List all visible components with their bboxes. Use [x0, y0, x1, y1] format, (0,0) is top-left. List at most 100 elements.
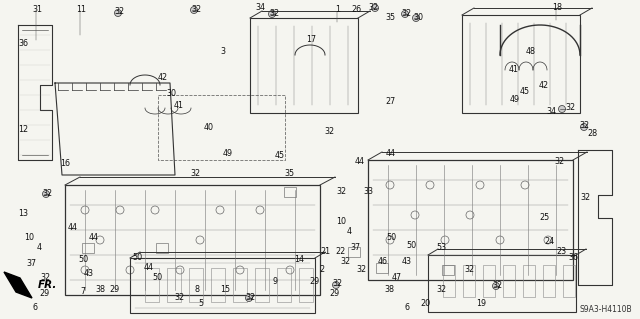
Text: 32: 32 [464, 264, 474, 273]
Text: 30: 30 [413, 12, 423, 21]
Text: 42: 42 [539, 81, 549, 91]
Bar [65, 185, 320, 295]
Text: 29: 29 [109, 285, 119, 293]
Text: 2: 2 [319, 264, 324, 273]
Text: 32: 32 [554, 157, 564, 166]
Text: 32: 32 [356, 264, 366, 273]
Circle shape [493, 283, 499, 290]
Bar [442, 265, 454, 275]
Text: 44: 44 [89, 233, 99, 241]
Bar [428, 255, 576, 312]
Text: 32: 32 [324, 128, 334, 137]
Text: 27: 27 [386, 98, 396, 107]
Text: 23: 23 [556, 247, 566, 256]
Text: 32: 32 [565, 103, 575, 113]
Text: 32: 32 [436, 285, 446, 293]
Text: 49: 49 [510, 94, 520, 103]
Circle shape [580, 123, 588, 130]
Text: 6: 6 [33, 302, 38, 311]
Bar [284, 187, 296, 197]
Text: 38: 38 [384, 285, 394, 293]
Bar [462, 15, 580, 113]
Text: 29: 29 [40, 288, 50, 298]
Text: 49: 49 [223, 150, 233, 159]
Circle shape [42, 190, 49, 197]
Bar [277, 268, 291, 302]
Text: 47: 47 [392, 272, 402, 281]
Circle shape [413, 14, 419, 21]
Bar [376, 263, 388, 273]
Text: 32: 32 [340, 256, 350, 265]
Text: 30: 30 [166, 90, 176, 99]
Text: 43: 43 [84, 269, 94, 278]
Circle shape [371, 4, 378, 11]
Text: 17: 17 [306, 34, 316, 43]
Text: 32: 32 [269, 9, 279, 18]
Circle shape [246, 294, 253, 301]
Bar [82, 243, 94, 253]
Text: 43: 43 [402, 256, 412, 265]
Text: 50: 50 [78, 255, 88, 263]
Bar [483, 265, 495, 297]
Text: 21: 21 [320, 247, 330, 256]
Text: 1: 1 [335, 5, 340, 14]
Text: 34: 34 [546, 107, 556, 115]
Text: 19: 19 [476, 300, 486, 308]
Circle shape [401, 11, 408, 18]
Text: 16: 16 [60, 160, 70, 168]
Text: 48: 48 [526, 48, 536, 56]
Polygon shape [4, 272, 32, 298]
Text: 32: 32 [492, 280, 502, 290]
Text: 32: 32 [190, 169, 200, 179]
Text: 10: 10 [336, 217, 346, 226]
Text: 32: 32 [245, 293, 255, 301]
Text: 32: 32 [332, 279, 342, 288]
Text: 13: 13 [18, 210, 28, 219]
Text: 32: 32 [42, 189, 52, 197]
Bar [299, 268, 313, 302]
Text: 44: 44 [355, 158, 365, 167]
Text: 4: 4 [346, 226, 351, 235]
Text: 32: 32 [579, 122, 589, 130]
Text: 18: 18 [552, 4, 562, 12]
Text: 50: 50 [406, 241, 416, 249]
Bar [167, 268, 181, 302]
Text: 29: 29 [330, 290, 340, 299]
Text: 50: 50 [152, 272, 162, 281]
Text: 11: 11 [76, 4, 86, 13]
Text: 25: 25 [540, 212, 550, 221]
Circle shape [269, 11, 275, 18]
Circle shape [191, 6, 198, 13]
Text: 38: 38 [95, 285, 105, 293]
Text: S9A3-H4110B: S9A3-H4110B [579, 305, 632, 314]
Bar [443, 265, 455, 297]
Text: 29: 29 [310, 277, 320, 286]
Bar [156, 243, 168, 253]
Text: 41: 41 [509, 64, 519, 73]
Text: 32: 32 [191, 4, 201, 13]
Text: 32: 32 [40, 272, 50, 281]
Text: 41: 41 [174, 101, 184, 110]
Text: 37: 37 [350, 242, 360, 251]
Bar [130, 258, 315, 313]
Text: 22: 22 [336, 247, 346, 256]
Text: 24: 24 [544, 236, 554, 246]
Text: 44: 44 [144, 263, 154, 271]
Text: 42: 42 [158, 72, 168, 81]
Text: 6: 6 [404, 302, 410, 311]
Text: 32: 32 [174, 293, 184, 301]
Text: 3: 3 [221, 48, 225, 56]
Text: 46: 46 [378, 256, 388, 265]
Text: 14: 14 [294, 255, 304, 263]
Text: 37: 37 [26, 258, 36, 268]
Text: 32: 32 [368, 3, 378, 11]
Circle shape [115, 10, 122, 17]
Text: 50: 50 [386, 233, 396, 241]
Bar [503, 265, 515, 297]
Text: 40: 40 [204, 122, 214, 131]
Text: 34: 34 [255, 3, 265, 11]
Text: FR.: FR. [38, 280, 58, 290]
Text: 32: 32 [580, 192, 590, 202]
Text: 53: 53 [436, 242, 446, 251]
Bar [563, 265, 575, 297]
